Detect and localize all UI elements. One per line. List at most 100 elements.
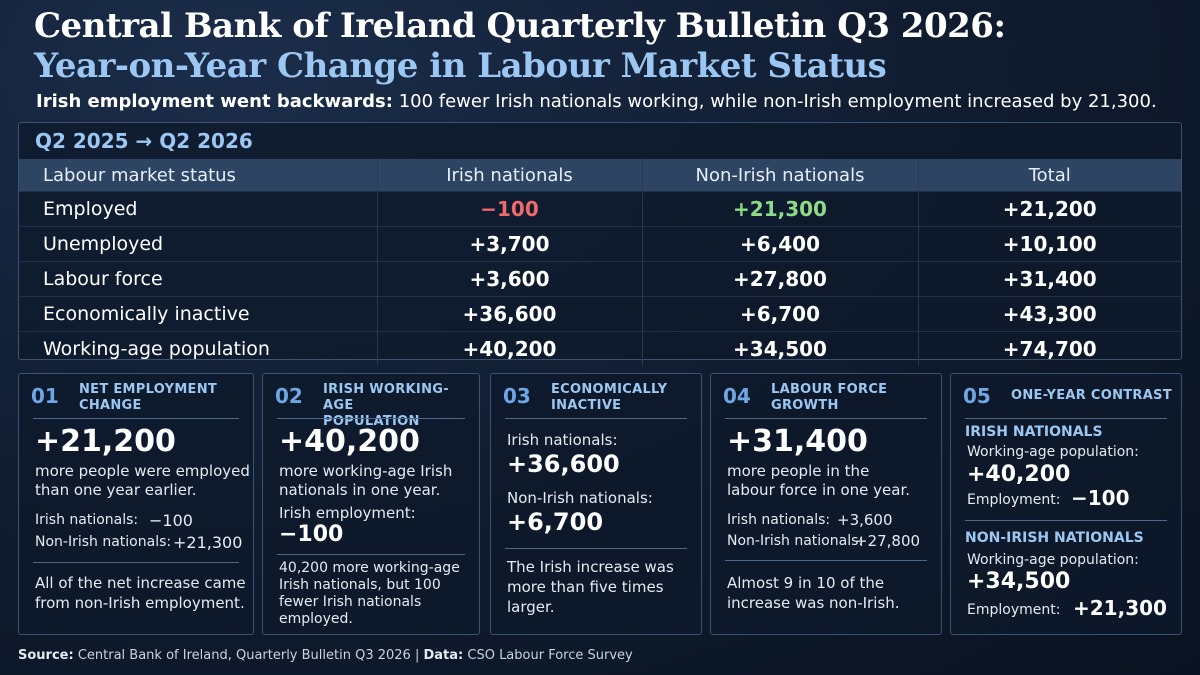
card-text-line-1: more working-age Irish	[279, 462, 453, 480]
card-separator	[725, 560, 927, 561]
cell-irish: +40,200	[377, 331, 643, 366]
irish-nationals-heading: IRISH NATIONALS	[965, 424, 1103, 440]
page-title-line-2: Year-on-Year Change in Labour Market Sta…	[34, 46, 887, 86]
card-big-value: +31,400	[727, 424, 868, 459]
source-footer: Source: Central Bank of Ireland, Quarter…	[18, 648, 633, 663]
card-note-line-2: increase was non-Irish.	[727, 594, 900, 612]
column-header-total: Total	[918, 159, 1181, 192]
card-heading-line-2: GROWTH	[771, 398, 839, 413]
cell-non-irish: +21,300	[642, 191, 919, 227]
card-heading-line-2: INACTIVE	[551, 398, 622, 413]
row-status: Economically inactive	[19, 296, 378, 332]
card-note-line-3: fewer Irish nationals	[279, 594, 422, 610]
card-separator	[33, 562, 239, 563]
column-header-status: Labour market status	[19, 159, 378, 192]
subtitle-rest: 100 fewer Irish nationals working, while…	[398, 91, 1157, 112]
row-status: Unemployed	[19, 226, 378, 262]
table-row: Economically inactive +36,600 +6,700 +43…	[19, 296, 1181, 332]
row-status: Labour force	[19, 261, 378, 297]
card-number: 02	[275, 384, 303, 408]
irish-label: Irish nationals:	[507, 431, 618, 449]
card-note-line-2: more than five times	[507, 578, 664, 596]
card-divider	[505, 418, 687, 419]
table-header-row: Labour market status Irish nationals Non…	[19, 159, 1181, 192]
card-text-line-2: nationals in one year.	[279, 481, 441, 499]
card-heading-line-2: CHANGE	[79, 398, 142, 413]
non-irish-value: +6,700	[507, 508, 604, 536]
irish-population-value: +40,200	[967, 462, 1071, 487]
irish-employment-label: Employment:	[967, 492, 1061, 508]
cell-non-irish: +6,400	[642, 226, 919, 262]
card-number: 04	[723, 384, 751, 408]
cell-total: +74,700	[918, 331, 1181, 366]
card-heading: IRISH WORKING-AGE POPULATION	[323, 382, 479, 430]
card-labour-force-growth: 04 LABOUR FORCE GROWTH +31,400 more peopl…	[710, 373, 942, 635]
cell-irish: +36,600	[377, 296, 643, 332]
card-separator	[505, 548, 687, 549]
card-number: 03	[503, 384, 531, 408]
card-divider	[277, 418, 465, 419]
card-heading-line-2: POPULATION	[323, 414, 420, 429]
cell-irish: +3,700	[377, 226, 643, 262]
table-row: Employed −100 +21,300 +21,200	[19, 191, 1181, 227]
card-note-line-3: larger.	[507, 598, 555, 616]
data-label: Data:	[423, 648, 464, 663]
card-number: 01	[31, 384, 59, 408]
card-net-employment-change: 01 NET EMPLOYMENT CHANGE +21,200 more peo…	[18, 373, 254, 635]
table-row: Working-age population +40,200 +34,500 +…	[19, 331, 1181, 366]
card-heading-line-1: LABOUR FORCE	[771, 382, 888, 397]
card-text-line-1: more people in the	[727, 462, 870, 480]
non-irish-nationals-heading: NON-IRISH NATIONALS	[965, 530, 1144, 546]
cell-total: +21,200	[918, 191, 1181, 227]
subtitle-bold: Irish employment went backwards:	[36, 91, 393, 112]
table-row: Labour force +3,600 +27,800 +31,400	[19, 261, 1181, 297]
card-one-year-contrast: 05 ONE-YEAR CONTRAST IRISH NATIONALS Wor…	[950, 373, 1182, 635]
cell-total: +43,300	[918, 296, 1181, 332]
irish-employment-label: Irish employment:	[279, 504, 416, 522]
row-status: Working-age population	[19, 331, 378, 366]
cell-non-irish: +6,700	[642, 296, 919, 332]
card-separator	[965, 520, 1167, 521]
labour-market-table: Labour market status Irish nationals Non…	[19, 159, 1181, 366]
subtitle: Irish employment went backwards: 100 few…	[36, 91, 1157, 112]
card-heading: LABOUR FORCE GROWTH	[771, 382, 887, 414]
cell-irish: +3,600	[377, 261, 643, 297]
card-divider	[965, 418, 1167, 419]
cell-total: +31,400	[918, 261, 1181, 297]
period-label: Q2 2025 → Q2 2026	[35, 129, 253, 153]
card-heading: NET EMPLOYMENT CHANGE	[79, 382, 217, 414]
non-irish-employment-label: Employment:	[967, 602, 1061, 618]
irish-value: +3,600	[837, 511, 893, 529]
cell-non-irish: +34,500	[642, 331, 919, 366]
column-header-irish: Irish nationals	[377, 159, 643, 192]
irish-value: −100	[149, 511, 193, 530]
non-irish-employment-value: +21,300	[1073, 596, 1167, 620]
card-economically-inactive: 03 ECONOMICALLY INACTIVE Irish nationals:…	[490, 373, 702, 635]
source-text: Central Bank of Ireland, Quarterly Bulle…	[77, 648, 411, 663]
irish-label: Irish nationals:	[35, 512, 139, 528]
column-header-non-irish: Non-Irish nationals	[642, 159, 919, 192]
non-irish-population-label: Working-age population:	[967, 552, 1139, 568]
data-text: CSO Labour Force Survey	[467, 648, 633, 663]
card-note-line-1: The Irish increase was	[507, 558, 674, 576]
card-note-line-1: All of the net increase came	[35, 574, 246, 592]
page-title-line-1: Central Bank of Ireland Quarterly Bullet…	[34, 6, 1006, 46]
irish-value: +36,600	[507, 450, 620, 478]
card-number: 05	[963, 384, 991, 408]
card-divider	[33, 418, 239, 419]
non-irish-label: Non-Irish nationals:	[507, 489, 653, 507]
card-separator	[277, 554, 465, 555]
card-heading-line-1: ECONOMICALLY	[551, 382, 668, 397]
non-irish-label: Non-Irish nationals:	[727, 533, 864, 549]
card-heading: ECONOMICALLY INACTIVE	[551, 382, 667, 414]
card-irish-working-age-population: 02 IRISH WORKING-AGE POPULATION +40,200 m…	[262, 373, 480, 635]
card-note-line-2: from non-Irish employment.	[35, 594, 245, 612]
card-heading: ONE-YEAR CONTRAST	[1011, 388, 1172, 403]
non-irish-population-value: +34,500	[967, 569, 1071, 594]
card-note-line-4: employed.	[279, 611, 353, 627]
cell-total: +10,100	[918, 226, 1181, 262]
card-divider	[725, 418, 927, 419]
irish-label: Irish nationals:	[727, 512, 831, 528]
row-status: Employed	[19, 191, 378, 227]
non-irish-value: +27,800	[855, 532, 921, 550]
